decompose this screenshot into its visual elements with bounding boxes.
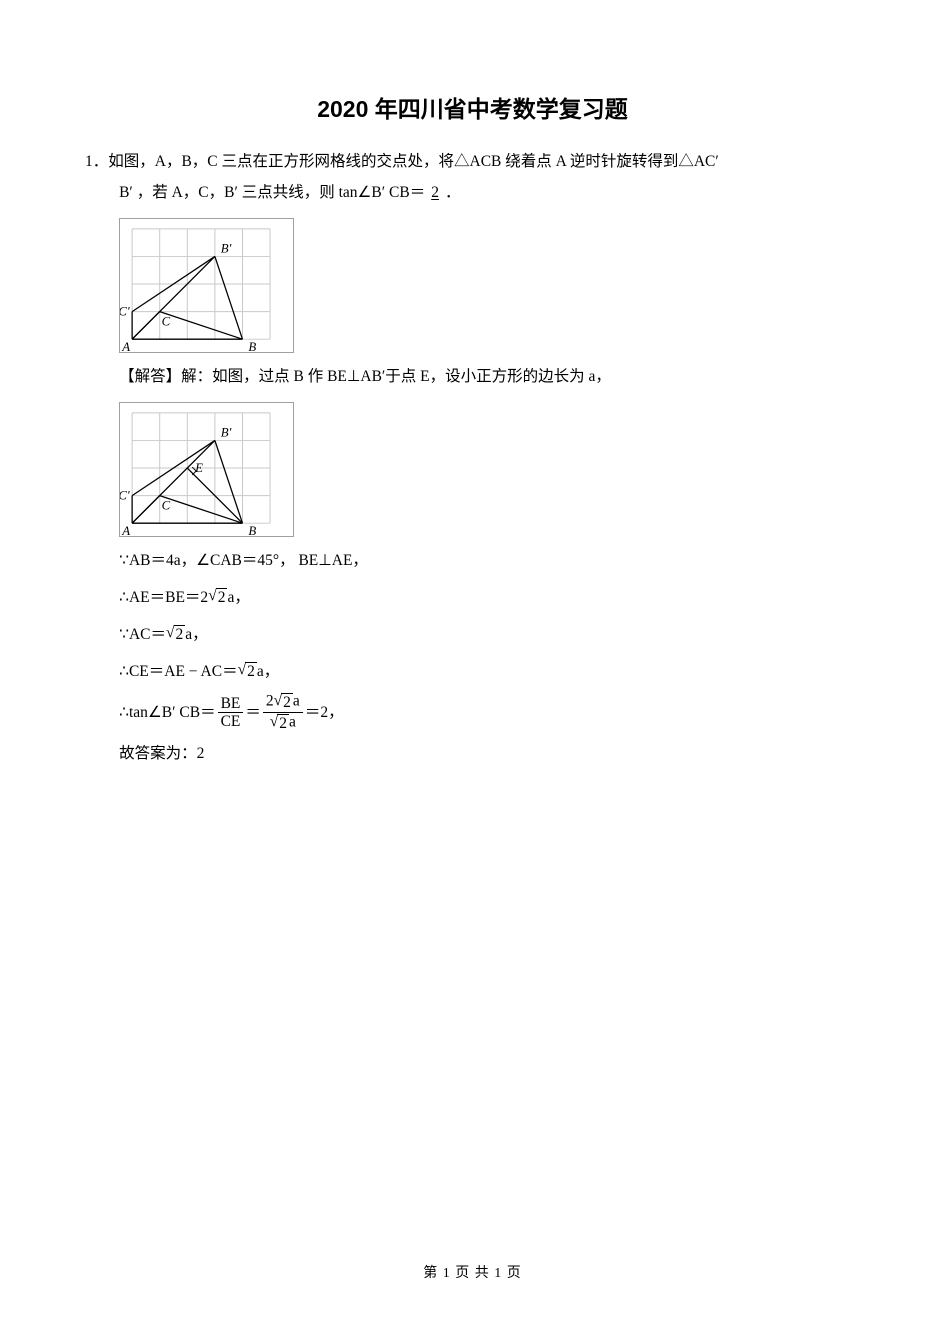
problem-text2: B′ ，若 A，C，B′ 三点共线，则 tan∠B′ CB＝ — [119, 184, 425, 201]
page-footer: 第 1 页 共 1 页 — [0, 1262, 945, 1282]
sqrt-icon: √2 — [274, 693, 293, 711]
step3-tail: a， — [185, 619, 207, 650]
svg-text:B': B' — [221, 425, 232, 439]
diagram-1: A B C B' C' — [119, 218, 294, 353]
svg-text:E: E — [194, 461, 203, 475]
step3: ∵AC＝ √2 a， — [119, 619, 860, 650]
fraction-value: 2√2a √2a — [263, 693, 303, 732]
step4-pre: ∴CE＝AE − AC＝ — [119, 656, 238, 687]
step4: ∴CE＝AE − AC＝ √2 a， — [119, 656, 860, 687]
page: 2020 年四川省中考数学复习题 1．如图，A，B，C 三点在正方形网格线的交点… — [0, 0, 945, 1337]
sqrt-icon: √2 — [270, 714, 289, 732]
svg-text:C: C — [162, 498, 171, 512]
solution-intro-text: 解：如图，过点 B 作 BE⊥AB′于点 E，设小正方形的边长为 a， — [181, 368, 611, 385]
diagram-2: A B C B' C' E — [119, 402, 294, 537]
sqrt-icon: √2 — [166, 625, 185, 643]
problem-line2: B′ ，若 A，C，B′ 三点共线，则 tan∠B′ CB＝2． — [119, 177, 860, 208]
step2-pre: ∴AE＝BE＝2 — [119, 582, 208, 613]
step1-text: ∵AB＝4a，∠CAB＝45°， BE⊥AE， — [119, 545, 368, 576]
step1: ∵AB＝4a，∠CAB＝45°， BE⊥AE， — [119, 545, 860, 576]
svg-text:B: B — [248, 340, 256, 352]
step3-pre: ∵AC＝ — [119, 619, 166, 650]
problem-block: 1．如图，A，B，C 三点在正方形网格线的交点处，将△ACB 绕着点 A 逆时针… — [85, 146, 860, 769]
final-answer: 故答案为：2 — [119, 738, 860, 769]
doc-title: 2020 年四川省中考数学复习题 — [85, 90, 860, 124]
problem-line1: 1．如图，A，B，C 三点在正方形网格线的交点处，将△ACB 绕着点 A 逆时针… — [85, 146, 860, 177]
step4-tail: a， — [257, 656, 279, 687]
sqrt-icon: √2 — [238, 662, 257, 680]
svg-text:A: A — [121, 524, 130, 536]
fraction-be-ce: BE CE — [218, 696, 244, 730]
svg-text:A: A — [121, 340, 130, 352]
eq1: ＝ — [245, 697, 261, 728]
step2: ∴AE＝BE＝2 √2 a， — [119, 582, 860, 613]
problem-text1: 如图，A，B，C 三点在正方形网格线的交点处，将△ACB 绕着点 A 逆时针旋转… — [108, 153, 719, 170]
sqrt-icon: √2 — [208, 588, 227, 606]
eq2: ＝2， — [305, 697, 344, 728]
step2-tail: a， — [227, 582, 249, 613]
svg-text:C: C — [162, 314, 171, 328]
solution-label: 【解答】 — [119, 368, 181, 385]
svg-text:C': C' — [120, 489, 130, 503]
svg-text:C': C' — [120, 305, 130, 319]
final-text: 故答案为：2 — [119, 738, 204, 769]
answer-blank: 2 — [425, 184, 445, 201]
step5: ∴tan∠B′ CB＝ BE CE ＝ 2√2a √2a ＝2， — [119, 693, 860, 732]
svg-text:B: B — [248, 524, 256, 536]
svg-text:B': B' — [221, 241, 232, 255]
step5-pre: ∴tan∠B′ CB＝ — [119, 697, 215, 728]
solution-intro: 【解答】解：如图，过点 B 作 BE⊥AB′于点 E，设小正方形的边长为 a， — [119, 361, 860, 392]
problem-number: 1． — [85, 153, 108, 170]
problem-period: ． — [445, 184, 461, 201]
